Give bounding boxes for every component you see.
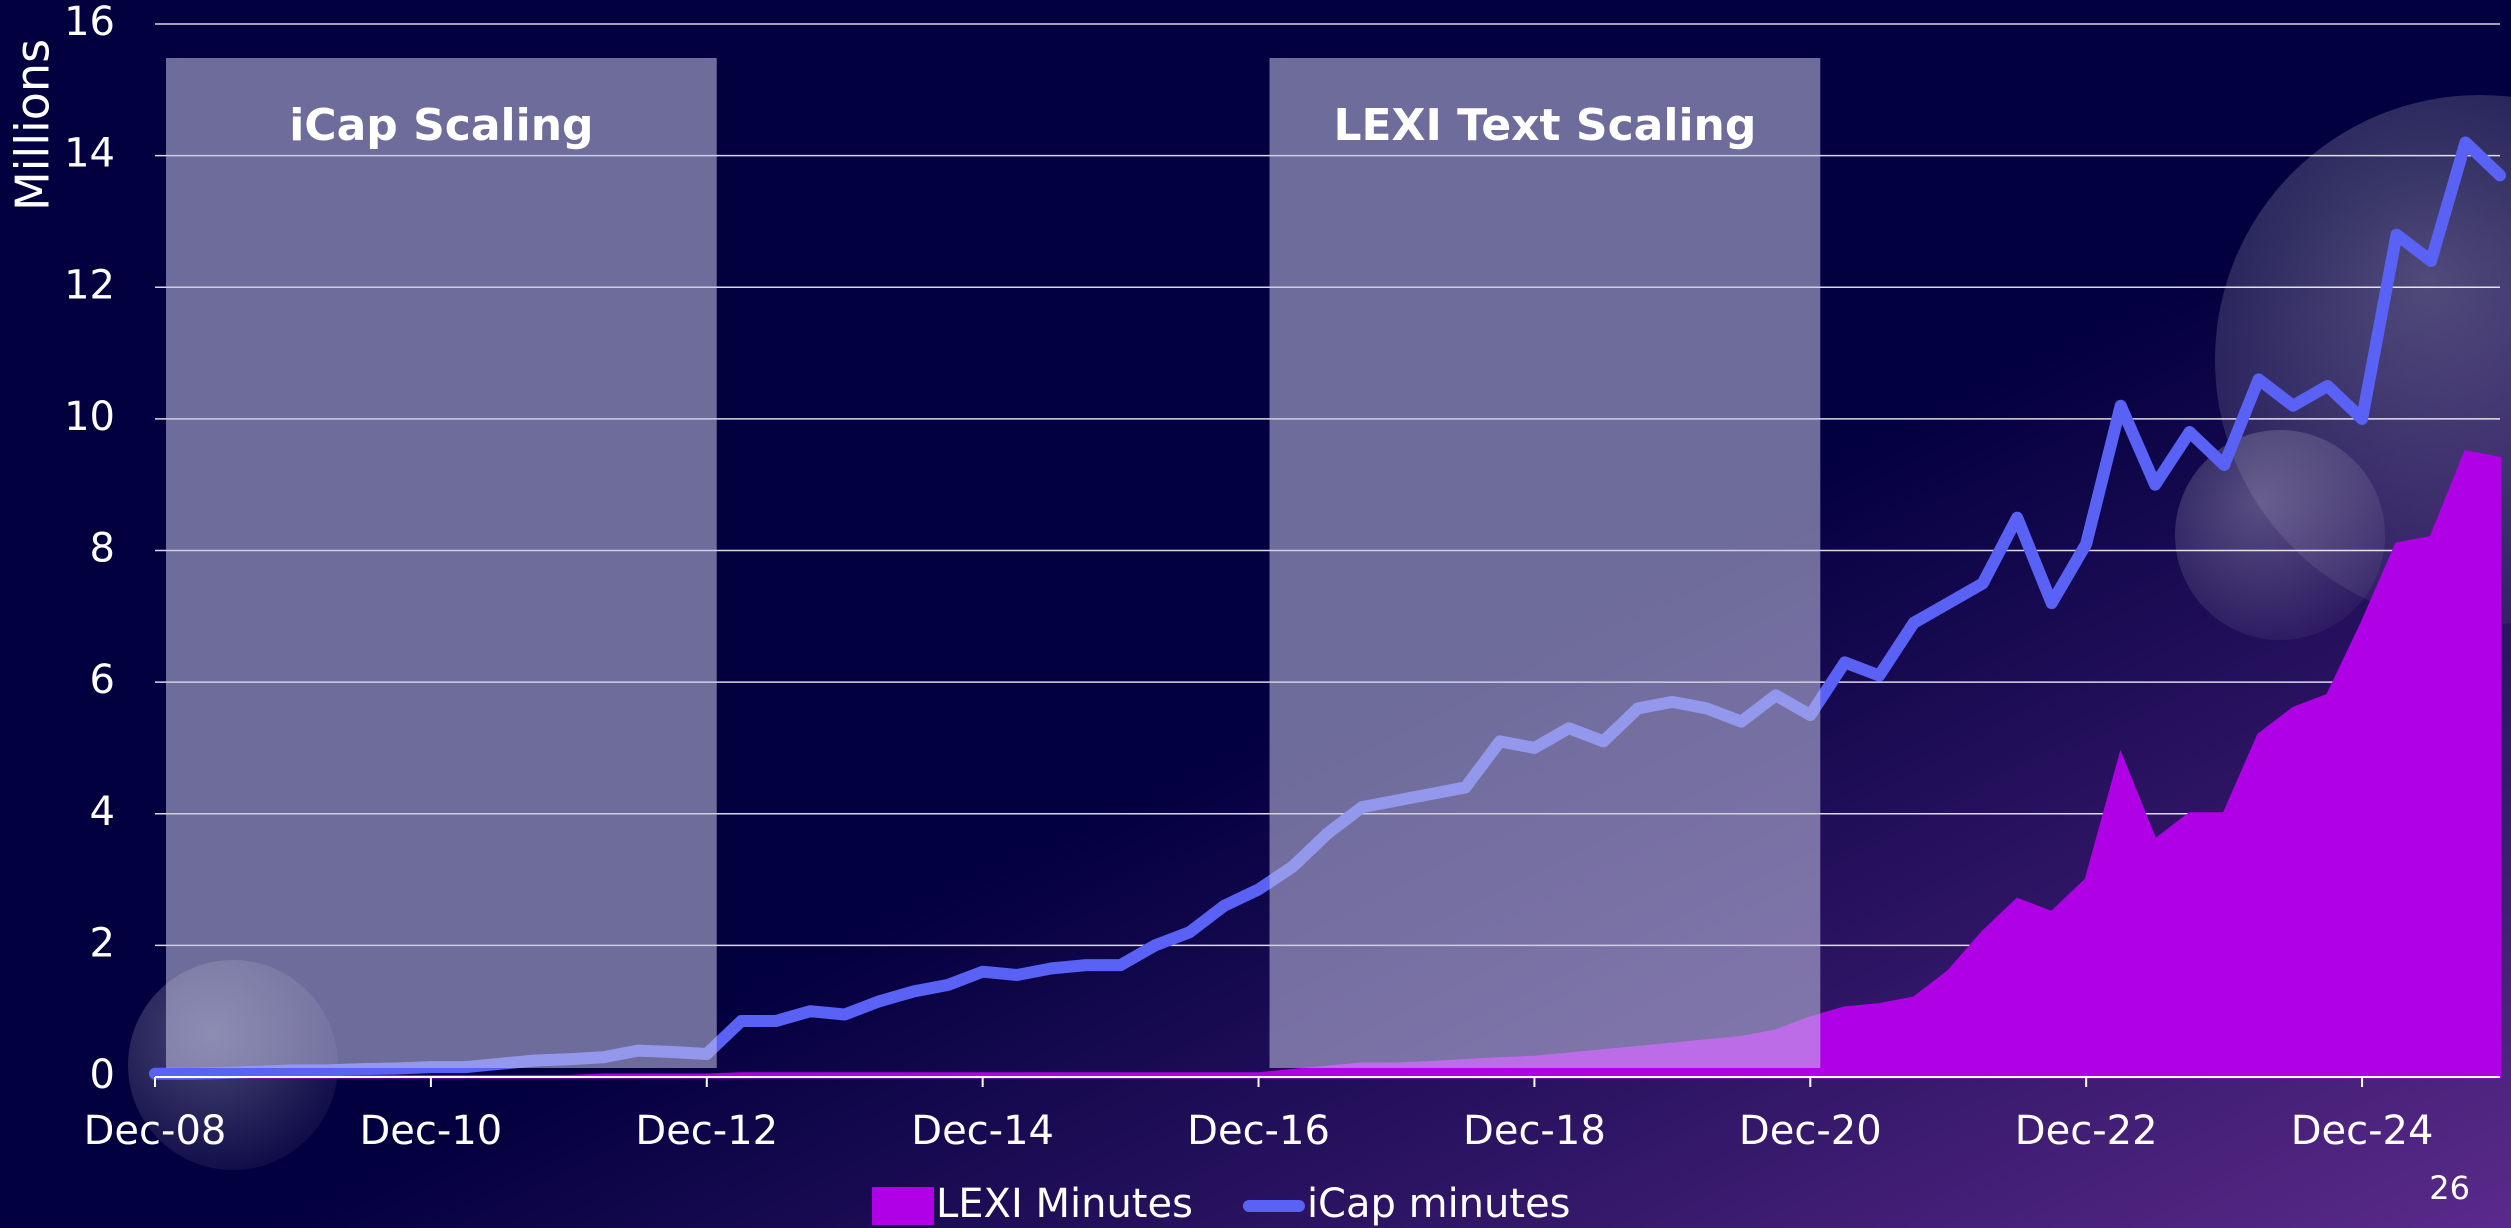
x-tick-label: Dec-10 [360,1108,503,1154]
legend-label: LEXI Minutes [936,1181,1193,1227]
x-tick-label: Dec-12 [635,1108,778,1154]
x-tick-label: Dec-08 [84,1108,227,1154]
x-tick-label: Dec-16 [1187,1108,1330,1154]
y-tick-label: 10 [64,394,115,440]
y-tick-label: 8 [90,526,115,572]
page-number: 26 [2429,1169,2470,1207]
y-tick-label: 16 [64,0,115,45]
x-tick-label: Dec-24 [2291,1108,2434,1154]
y-tick-label: 6 [90,657,115,703]
y-tick-label: 12 [64,262,115,308]
annotation-band [1269,58,1821,1068]
x-tick-label: Dec-14 [911,1108,1054,1154]
y-tick-label: 0 [90,1052,115,1098]
legend-label: iCap minutes [1307,1181,1571,1227]
annotation-band [166,58,717,1068]
y-tick-label: 14 [64,131,115,177]
y-tick-label: 4 [90,789,115,835]
x-tick-label: Dec-18 [1463,1108,1606,1154]
y-tick-label: 2 [90,920,115,966]
annotation-label: iCap Scaling [289,100,593,151]
decor-bubble [2175,430,2385,640]
annotation-label: LEXI Text Scaling [1333,100,1756,151]
legend-swatch [872,1187,934,1225]
x-tick-label: Dec-20 [1739,1108,1882,1154]
x-tick-label: Dec-22 [2015,1108,2158,1154]
y-axis-label: Millions [6,39,60,211]
